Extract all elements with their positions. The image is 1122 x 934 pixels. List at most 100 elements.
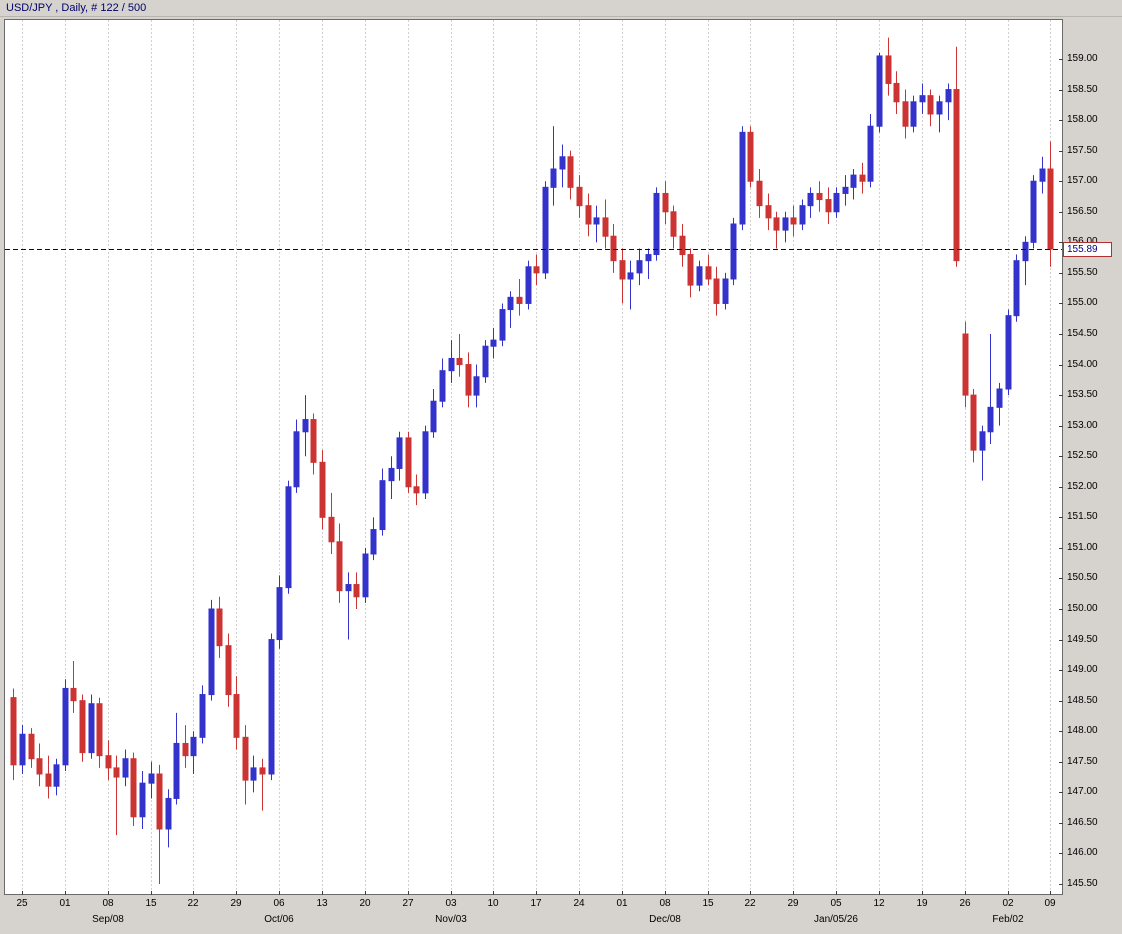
candle-body: [927, 95, 934, 115]
candle-body: [456, 357, 463, 366]
candle-body: [807, 192, 814, 207]
candle-body: [885, 55, 892, 84]
price-tick-label: 155.00: [1067, 297, 1098, 308]
candle-body: [370, 529, 377, 555]
candle-body: [825, 199, 832, 213]
date-tick-label: 03: [445, 898, 457, 909]
date-tick-label: 06: [273, 898, 285, 909]
candle-body: [430, 400, 437, 433]
candle-body: [53, 764, 60, 787]
price-tick-label: 155.50: [1067, 267, 1098, 278]
price-tick-label: 150.50: [1067, 572, 1098, 583]
candle-body: [670, 211, 677, 237]
candle-body: [525, 266, 532, 304]
candle-body: [919, 95, 926, 103]
candle-body: [850, 174, 857, 188]
candle-body: [902, 101, 909, 127]
candle-body: [1022, 241, 1029, 262]
candle-body: [379, 480, 386, 531]
price-tick-label: 152.00: [1067, 481, 1098, 492]
candle-body: [422, 431, 429, 494]
candle-body: [987, 406, 994, 433]
candle-body: [559, 156, 566, 170]
candle-body: [867, 125, 874, 182]
month-label: Sep/08: [92, 914, 124, 925]
candle-body: [833, 192, 840, 213]
candle-body: [465, 364, 472, 396]
candle-body: [1030, 180, 1037, 243]
candle-body: [645, 254, 652, 262]
candle-body: [722, 278, 729, 304]
candle-body: [233, 694, 240, 738]
price-tick-label: 151.50: [1067, 511, 1098, 522]
date-tick-label: 22: [187, 898, 199, 909]
candle-body: [516, 296, 523, 304]
candle-body: [1005, 315, 1012, 390]
date-tick-label: 09: [1044, 898, 1056, 909]
date-tick-label: 12: [873, 898, 885, 909]
candle-body: [199, 694, 206, 738]
candle-body: [653, 192, 660, 256]
chart-titlebar: USD/JPY , Daily, # 122 / 500: [0, 0, 1122, 17]
candle-body: [28, 733, 35, 760]
candle-body: [790, 217, 797, 225]
date-tick-label: 26: [959, 898, 971, 909]
candle-body: [739, 131, 746, 225]
candle-body: [473, 376, 480, 396]
plot-background: [4, 19, 1063, 895]
price-tick-label: 147.00: [1067, 786, 1098, 797]
price-tick-label: 146.50: [1067, 817, 1098, 828]
candle-body: [876, 55, 883, 127]
candle-body: [602, 217, 609, 237]
candle-body: [353, 584, 360, 598]
date-tick-label: 22: [744, 898, 756, 909]
candle-body: [96, 703, 103, 757]
price-tick-label: 149.00: [1067, 664, 1098, 675]
candle-body: [19, 733, 26, 766]
date-tick-label: 01: [59, 898, 71, 909]
candle-body: [36, 758, 43, 775]
price-tick-label: 152.50: [1067, 450, 1098, 461]
date-tick-label: 15: [702, 898, 714, 909]
candle-body: [70, 687, 77, 702]
candle-body: [413, 486, 420, 494]
price-tick-label: 149.50: [1067, 634, 1098, 645]
candle-body: [730, 223, 737, 280]
price-tick-label: 147.50: [1067, 756, 1098, 767]
price-tick-label: 158.00: [1067, 114, 1098, 125]
date-tick-label: 05: [830, 898, 842, 909]
candle-body: [593, 217, 600, 225]
candle-body: [996, 388, 1003, 408]
candle-body: [345, 584, 352, 592]
candlestick-chart[interactable]: 159.00 158.50 158.00 157.50 157.00 156.50 156.…: [0, 17, 1122, 934]
candle-body: [979, 431, 986, 451]
candle-body: [208, 608, 215, 696]
chart-plot[interactable]: [4, 19, 1063, 895]
price-tick-label: 158.50: [1067, 84, 1098, 95]
candle-body: [439, 370, 446, 402]
candle-body: [936, 101, 943, 115]
price-tick-label: 148.50: [1067, 695, 1098, 706]
candle-body: [216, 608, 223, 647]
date-tick-label: 27: [402, 898, 414, 909]
candle-body: [542, 186, 549, 274]
month-label: Dec/08: [649, 914, 681, 925]
candle-body: [662, 192, 669, 213]
date-tick-label: 15: [145, 898, 157, 909]
candle-body: [679, 235, 686, 256]
candle-body: [619, 260, 626, 280]
price-tick-label: 156.00: [1067, 236, 1098, 247]
candle-body: [156, 773, 163, 830]
candle-body: [533, 266, 540, 274]
date-tick-label: 08: [659, 898, 671, 909]
date-tick-label: 29: [230, 898, 242, 909]
candle-body: [302, 419, 309, 433]
date-tick-label: 25: [16, 898, 28, 909]
candle-body: [268, 639, 275, 775]
candle-body: [970, 394, 977, 451]
candle-body: [122, 758, 129, 778]
date-tick-label: 24: [573, 898, 585, 909]
candle-body: [148, 773, 155, 784]
candle-body: [130, 758, 137, 818]
price-tick-label: 153.50: [1067, 389, 1098, 400]
